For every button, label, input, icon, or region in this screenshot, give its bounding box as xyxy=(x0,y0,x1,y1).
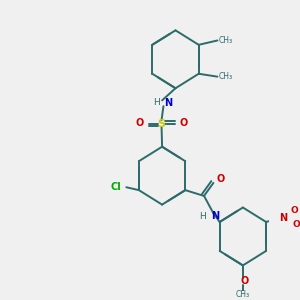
Text: ⁻: ⁻ xyxy=(299,221,300,227)
Text: O: O xyxy=(136,118,144,128)
Text: O: O xyxy=(291,206,298,215)
Text: N: N xyxy=(211,211,219,221)
Text: O: O xyxy=(216,174,224,184)
Text: O: O xyxy=(179,118,188,128)
Text: S: S xyxy=(158,118,166,129)
Text: O: O xyxy=(293,220,300,229)
Text: CH₃: CH₃ xyxy=(236,290,250,299)
Text: O: O xyxy=(240,276,248,286)
Text: N: N xyxy=(280,213,288,223)
Text: Cl: Cl xyxy=(111,182,122,192)
Text: H: H xyxy=(199,212,206,221)
Text: N: N xyxy=(164,98,172,108)
Text: CH₃: CH₃ xyxy=(219,36,233,45)
Text: H: H xyxy=(153,98,159,107)
Text: CH₃: CH₃ xyxy=(219,72,233,81)
